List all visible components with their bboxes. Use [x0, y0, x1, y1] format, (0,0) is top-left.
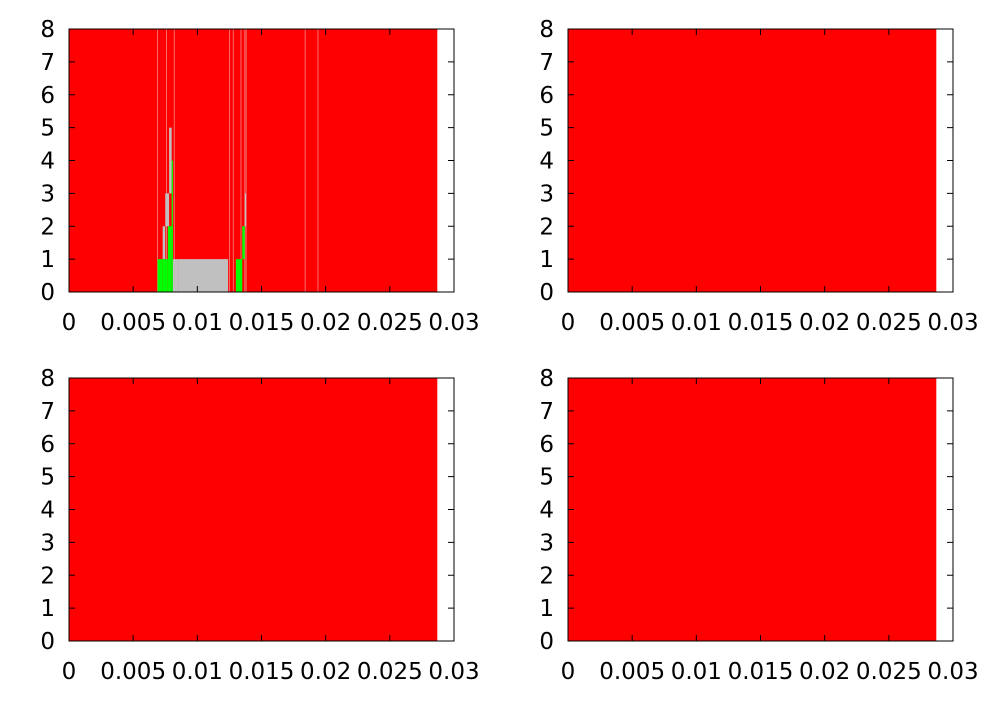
x-tick-label: 0.005	[599, 310, 665, 336]
y-tick-label: 3	[40, 181, 55, 207]
x-tick-label: 0.015	[728, 310, 794, 336]
y-tick-label: 7	[539, 50, 554, 76]
y-tick-label: 2	[539, 563, 554, 589]
x-tick-label: 0	[62, 659, 77, 685]
y-tick-label: 2	[40, 563, 55, 589]
y-tick-label: 0	[40, 629, 55, 655]
x-tick-label: 0.025	[856, 310, 922, 336]
y-tick-label: 7	[539, 399, 554, 425]
x-tick-label: 0.005	[599, 659, 665, 685]
chart-panel-bottom-left: 0 1 2 3 4 5 6 7 8 0 0.005 0.01 0.015 0.02 0.025 0.03	[40, 366, 479, 685]
y-tick-label: 8	[40, 17, 55, 43]
red-area	[69, 378, 438, 641]
x-tick-label: 0.015	[229, 310, 295, 336]
x-tick-label: 0.03	[927, 659, 978, 685]
y-tick-label: 4	[40, 149, 55, 175]
chart-panel-bottom-right: 0 1 2 3 4 5 6 7 8 0 0.005 0.01 0.015 0.02 0.025 0.03	[539, 366, 978, 685]
y-tick-label: 6	[40, 432, 55, 458]
chart-panel-top-right: 0 1 2 3 4 5 6 7 8 0 0.005 0.01 0.015 0.02 0.025 0.03	[539, 17, 978, 336]
y-tick-label: 4	[539, 149, 554, 175]
y-tick-label: 4	[539, 498, 554, 524]
red-area	[568, 378, 937, 641]
red-area	[69, 29, 438, 292]
y-tick-label: 8	[539, 17, 554, 43]
y-tick-label: 7	[40, 50, 55, 76]
x-tick-label: 0.025	[856, 659, 922, 685]
y-tick-label: 2	[40, 214, 55, 240]
x-tick-label: 0	[561, 310, 576, 336]
x-tick-label: 0	[561, 659, 576, 685]
x-tick-label: 0.015	[229, 659, 295, 685]
y-tick-label: 4	[40, 498, 55, 524]
green-region	[171, 160, 173, 292]
y-tick-label: 6	[539, 432, 554, 458]
y-tick-label: 8	[40, 366, 55, 392]
y-tick-label: 5	[539, 465, 554, 491]
x-tick-label: 0.01	[172, 310, 223, 336]
x-tick-label: 0.02	[799, 659, 850, 685]
y-tick-label: 1	[539, 596, 554, 622]
x-tick-label: 0.01	[172, 659, 223, 685]
gray-region	[162, 226, 166, 260]
y-tick-label: 0	[539, 280, 554, 306]
y-tick-label: 1	[40, 247, 55, 273]
y-tick-label: 6	[539, 83, 554, 109]
green-region	[235, 259, 243, 292]
y-tick-label: 3	[539, 181, 554, 207]
y-tick-label: 1	[539, 247, 554, 273]
x-tick-label: 0	[62, 310, 77, 336]
x-tick-label: 0.03	[428, 659, 479, 685]
y-tick-label: 0	[539, 629, 554, 655]
x-tick-label: 0.03	[428, 310, 479, 336]
y-tick-label: 2	[539, 214, 554, 240]
y-tick-label: 5	[40, 116, 55, 142]
chart-panel-top-left: 0 1 2 3 4 5 6 7 8 0 0.005 0.01 0.015 0.02 0.025 0.03	[40, 17, 479, 336]
x-tick-label: 0.02	[799, 310, 850, 336]
red-area	[568, 29, 937, 292]
x-tick-label: 0.015	[728, 659, 794, 685]
green-region	[242, 226, 245, 260]
x-tick-label: 0.03	[927, 310, 978, 336]
y-tick-label: 7	[40, 399, 55, 425]
gray-region	[172, 259, 179, 292]
green-region	[167, 226, 172, 292]
y-tick-label: 5	[539, 116, 554, 142]
gray-region	[178, 259, 229, 292]
x-tick-label: 0.025	[357, 310, 423, 336]
y-tick-label: 3	[539, 530, 554, 556]
gray-region	[165, 193, 170, 227]
x-tick-label: 0.005	[100, 310, 166, 336]
y-tick-label: 5	[40, 465, 55, 491]
green-region	[162, 259, 168, 292]
x-tick-label: 0.025	[357, 659, 423, 685]
gray-region	[169, 127, 172, 194]
y-tick-label: 0	[40, 280, 55, 306]
green-region	[157, 259, 163, 292]
x-tick-label: 0.02	[300, 310, 351, 336]
gray-region	[244, 193, 247, 227]
x-tick-label: 0.01	[671, 310, 722, 336]
x-tick-label: 0.01	[671, 659, 722, 685]
y-tick-label: 1	[40, 596, 55, 622]
x-tick-label: 0.02	[300, 659, 351, 685]
y-tick-label: 8	[539, 366, 554, 392]
x-tick-label: 0.005	[100, 659, 166, 685]
y-tick-label: 6	[40, 83, 55, 109]
y-tick-label: 3	[40, 530, 55, 556]
